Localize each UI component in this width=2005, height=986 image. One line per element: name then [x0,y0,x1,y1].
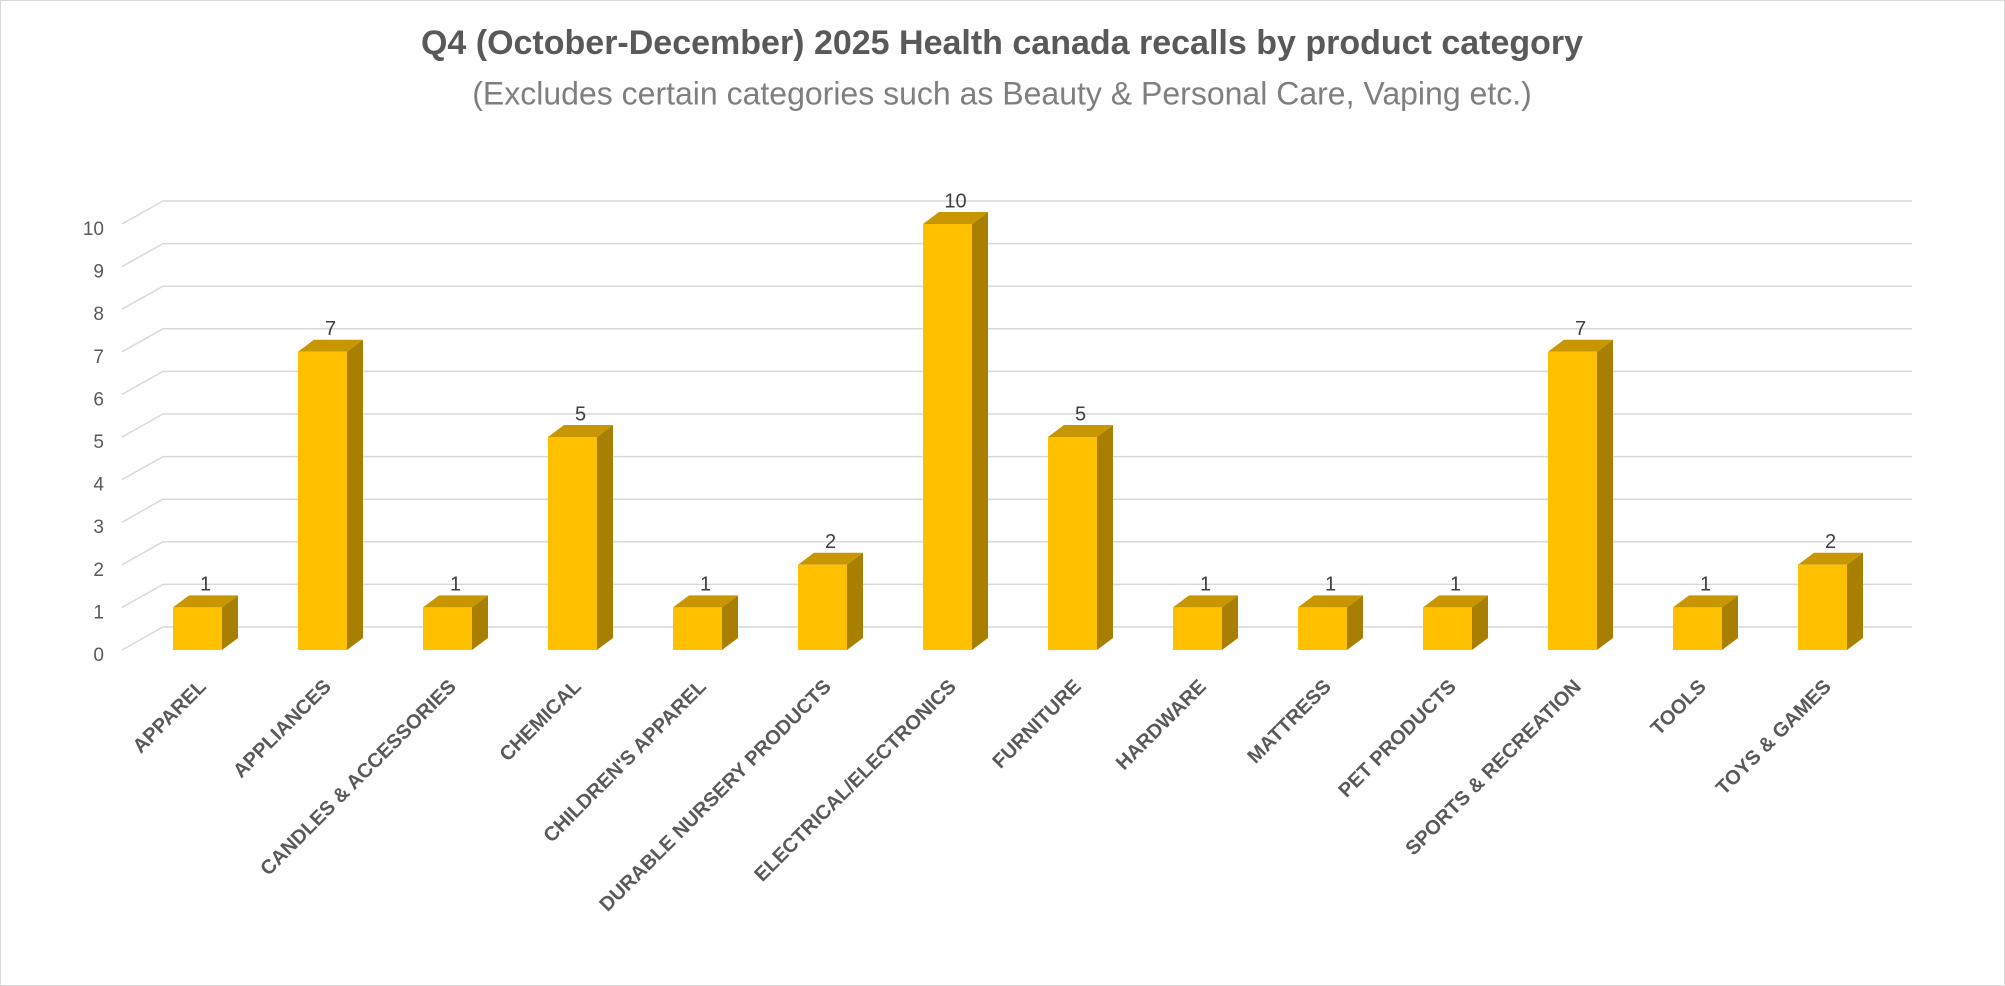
bar-top [1173,595,1238,608]
value-label: 10 [944,190,966,212]
bar-side [972,212,988,650]
bar-side [722,595,738,650]
bar-top [1298,595,1363,608]
bar-front [673,607,722,650]
y-tick-label: 8 [93,304,104,325]
bar-top [1798,552,1863,565]
bar-top [1423,595,1488,608]
value-label: 2 [1825,531,1836,553]
bar-side [1222,595,1238,650]
bar-front [1173,607,1222,650]
value-label: 1 [1200,574,1211,596]
bar-top [298,339,363,352]
y-tick-label: 7 [93,347,104,368]
bar-side [222,595,238,650]
grid-line [121,413,1912,438]
bar [1423,595,1488,650]
bar-top [923,212,988,224]
value-label: 1 [700,574,711,596]
value-label: 1 [1700,574,1711,596]
value-label: 1 [1325,574,1336,596]
y-tick-label: 5 [93,432,104,453]
value-label: 1 [1450,574,1461,596]
grid-line [121,583,1912,609]
y-tick-label: 6 [93,389,104,410]
bar-front [1048,437,1097,650]
bar [548,425,613,650]
bar-front [548,437,597,650]
y-tick-label: 4 [93,475,104,496]
bar-front [1298,607,1347,650]
y-tick-label: 2 [93,560,104,581]
bar-top [423,595,488,608]
bar-side [347,339,363,650]
bar [1673,595,1738,650]
bar [173,595,238,650]
chart-subtitle: (Excludes certain categories such as Bea… [472,75,1532,111]
y-tick-label: 10 [83,219,104,240]
bar-side [1347,595,1363,650]
bar [1548,339,1613,650]
bar-top [173,595,238,608]
bar-side [597,425,613,650]
bar-side [847,552,863,650]
grid-line [121,498,1912,523]
value-label: 7 [1575,318,1586,340]
bar [423,595,488,650]
bar-top [1548,339,1613,352]
bar-side [1097,425,1113,650]
bar-top [673,595,738,608]
value-label: 5 [575,403,586,425]
value-label: 2 [825,531,836,553]
chart-title: Q4 (October-December) 2025 Health canada… [421,24,1583,62]
bar-side [1847,552,1863,650]
bar [1298,595,1363,650]
bar-front [1673,607,1722,650]
bar-top [548,425,613,437]
bar-side [1472,595,1488,650]
value-label: 7 [325,318,336,340]
value-label: 1 [450,574,461,596]
bar [1173,595,1238,650]
bar-front [173,607,222,650]
bar [298,339,363,650]
bar-front [1423,607,1472,650]
grid-line [121,455,1912,481]
grid-line [121,541,1912,566]
bar-front [423,607,472,650]
bar [923,212,988,650]
bar-front [1548,351,1597,650]
bar-front [298,351,347,650]
grid-line [121,242,1912,268]
grid-line [121,328,1912,353]
bar-front [798,564,847,650]
y-tick-label: 9 [93,262,104,283]
bar [798,552,863,650]
bar-side [1722,595,1738,650]
y-tick-label: 1 [93,602,104,623]
bar [673,595,738,650]
bar-top [1048,425,1113,437]
bar [1798,552,1863,650]
grid-line [121,370,1912,396]
bar-side [1597,339,1613,650]
bar-top [798,552,863,565]
value-label: 1 [200,574,211,596]
grid-line [121,200,1912,225]
bar-side [472,595,488,650]
y-tick-label: 0 [93,645,104,666]
bar-front [1798,564,1847,650]
bar-top [1673,595,1738,608]
value-label: 5 [1075,403,1086,425]
grid-line [121,285,1912,310]
bar-front [923,224,972,650]
y-tick-label: 3 [93,517,104,538]
bar [1048,425,1113,650]
